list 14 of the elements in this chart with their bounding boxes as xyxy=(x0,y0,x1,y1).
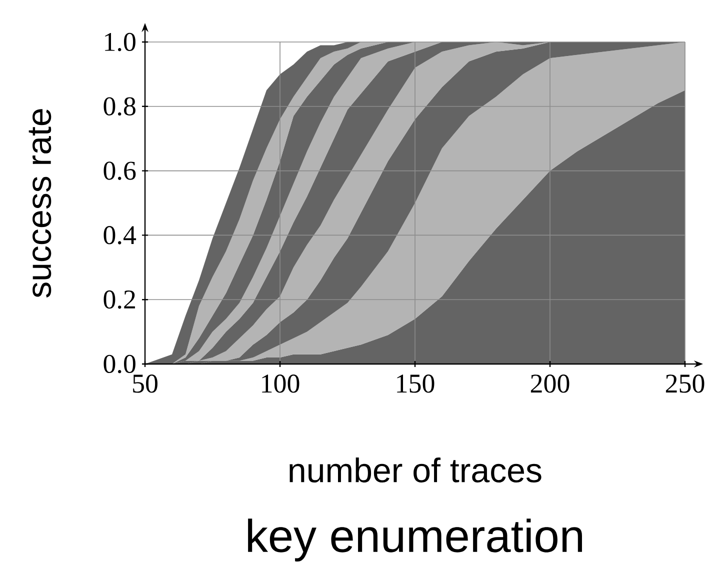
x-tick-label: 100 xyxy=(262,374,300,393)
x-tick-label: 50 xyxy=(133,374,158,393)
text: key enumeration xyxy=(248,518,582,562)
y-tick-label: 1.0 xyxy=(105,32,136,52)
y-axis-title: success rate xyxy=(28,109,52,298)
y-tick-label: 0.4 xyxy=(104,226,136,244)
x-tick-label: 150 xyxy=(397,374,434,393)
x-tick-label: 200 xyxy=(530,374,570,393)
y-tick-label: 0.8 xyxy=(104,97,136,116)
y-tick-label: 0.0 xyxy=(104,354,136,374)
x-axis-title: number of traces xyxy=(290,458,542,482)
x-tick-label: 250 xyxy=(666,374,704,393)
y-tick-label: 0.2 xyxy=(104,290,135,309)
y-tick-label: 0.6 xyxy=(104,162,136,180)
